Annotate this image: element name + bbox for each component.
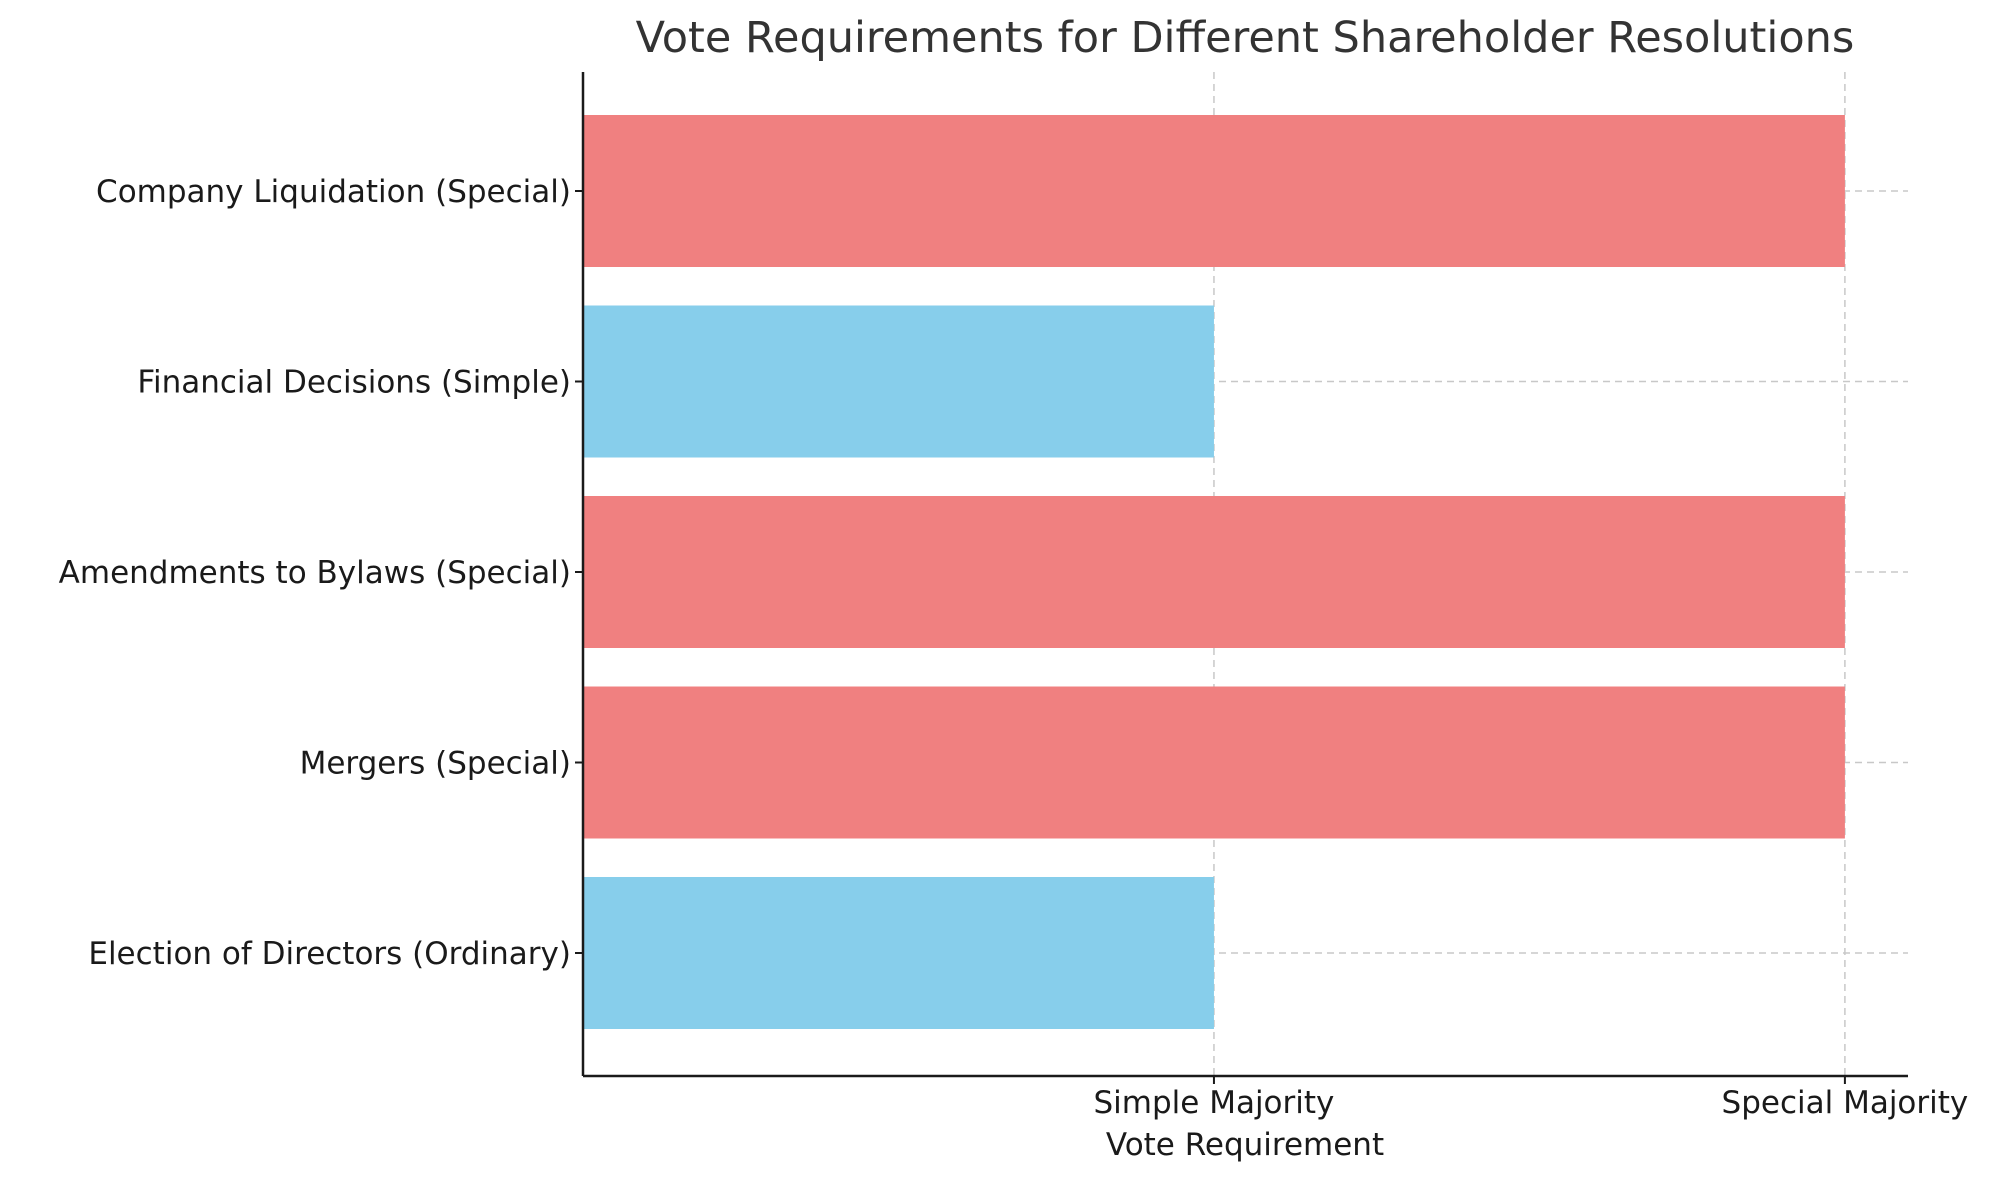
x-axis-label: Vote Requirement xyxy=(1106,1127,1384,1163)
y-tick-label-mergers-special: Mergers (Special) xyxy=(300,746,571,782)
y-tick-label-amendments-to-bylaws-special: Amendments to Bylaws (Special) xyxy=(59,555,571,591)
x-tick-label-simple-majority: Simple Majority xyxy=(1094,1085,1335,1121)
bar-election-of-directors-ordinary xyxy=(583,877,1214,1029)
bar-mergers-special xyxy=(583,686,1845,839)
chart-title: Vote Requirements for Different Sharehol… xyxy=(636,13,1855,63)
y-tick-label-financial-decisions-simple: Financial Decisions (Simple) xyxy=(137,365,571,401)
bar-financial-decisions-simple xyxy=(583,305,1214,458)
y-tick-label-election-of-directors-ordinary: Election of Directors (Ordinary) xyxy=(88,936,571,972)
y-axis-ticks: Election of Directors (Ordinary) Mergers … xyxy=(59,174,583,972)
bars xyxy=(583,115,1845,1029)
x-axis-ticks: Simple Majority Special Majority xyxy=(1094,1076,1969,1121)
bar-amendments-to-bylaws-special xyxy=(583,496,1845,648)
bar-company-liquidation-special xyxy=(583,115,1845,267)
y-tick-label-company-liquidation-special: Company Liquidation (Special) xyxy=(96,174,571,210)
x-tick-label-special-majority: Special Majority xyxy=(1722,1085,1969,1121)
